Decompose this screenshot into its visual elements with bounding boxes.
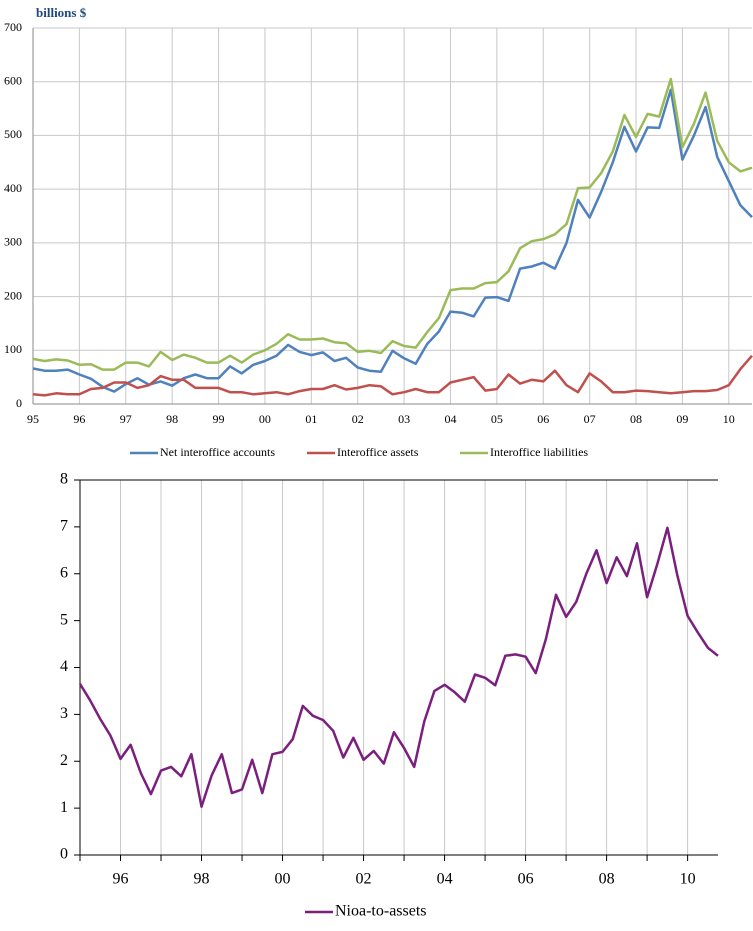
x-tick-label: 05	[491, 412, 503, 426]
x-tick-label: 02	[352, 412, 364, 426]
data-line	[32, 77, 753, 371]
y-axis-label: billions $	[36, 5, 87, 20]
x-tick-label: 03	[398, 412, 410, 426]
x-tick-label: 98	[194, 871, 210, 888]
y-tick-label: 400	[4, 181, 22, 195]
x-tick-label: 09	[676, 412, 688, 426]
y-tick-label: 5	[60, 611, 68, 628]
y-tick-label: 0	[16, 396, 22, 410]
y-tick-label: 4	[60, 658, 68, 675]
x-tick-label: 98	[166, 412, 178, 426]
y-tick-label: 7	[60, 518, 68, 535]
x-tick-label: 10	[723, 412, 735, 426]
legend-label: Interoffice liabilities	[490, 445, 588, 459]
y-tick-label: 300	[4, 235, 22, 249]
y-tick-label: 200	[4, 288, 22, 302]
legend-label: Nioa-to-assets	[335, 903, 427, 920]
x-tick-label: 04	[437, 871, 453, 888]
legend-label: Net interoffice accounts	[160, 445, 275, 459]
y-tick-label: 0	[60, 846, 68, 863]
x-tick-label: 01	[305, 412, 317, 426]
data-line	[32, 354, 753, 397]
x-tick-label: 96	[113, 871, 129, 888]
x-tick-label: 08	[630, 412, 642, 426]
x-tick-label: 97	[120, 412, 132, 426]
x-tick-label: 08	[599, 871, 615, 888]
x-tick-label: 00	[275, 871, 291, 888]
x-tick-label: 07	[584, 412, 596, 426]
x-tick-label: 02	[356, 871, 372, 888]
y-tick-label: 500	[4, 127, 22, 141]
x-tick-label: 06	[518, 871, 534, 888]
data-line	[78, 526, 719, 808]
x-tick-label: 06	[537, 412, 549, 426]
y-tick-label: 6	[60, 564, 68, 581]
x-tick-label: 95	[27, 412, 39, 426]
x-tick-label: 00	[259, 412, 271, 426]
x-tick-label: 99	[213, 412, 225, 426]
x-tick-label: 04	[444, 412, 456, 426]
y-tick-label: 100	[4, 342, 22, 356]
legend-label: Interoffice assets	[337, 445, 419, 459]
y-tick-label: 8	[60, 471, 68, 488]
y-tick-label: 1	[60, 799, 68, 816]
y-tick-label: 2	[60, 752, 68, 769]
y-tick-label: 3	[60, 705, 68, 722]
y-tick-label: 600	[4, 73, 22, 87]
x-tick-label: 96	[73, 412, 85, 426]
y-tick-label: 700	[4, 20, 22, 34]
x-tick-label: 10	[680, 871, 696, 888]
